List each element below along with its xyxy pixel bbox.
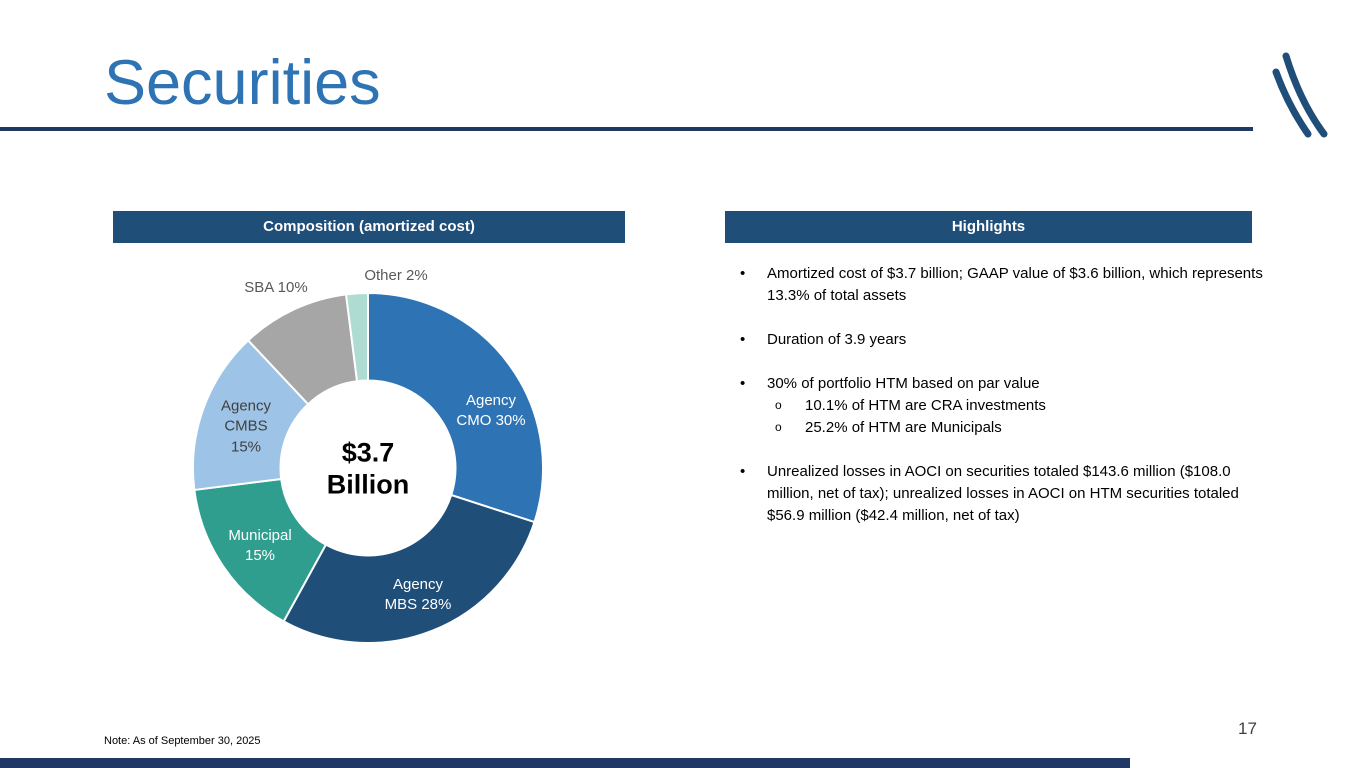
bullet-marker: • <box>740 331 746 349</box>
sub-bullet-marker: o <box>775 420 782 435</box>
sub-list-item: o 25.2% of HTM are Municipals <box>725 417 1265 439</box>
sub-bullet-list: o 10.1% of HTM are CRA investments o 25.… <box>725 395 1265 439</box>
donut-center-value: $3.7 Billion <box>326 437 410 500</box>
bullet-text: Amortized cost of $3.7 billion; GAAP val… <box>767 265 1263 305</box>
sub-list-item: o 10.1% of HTM are CRA investments <box>725 395 1265 417</box>
slice-label-sba: SBA 10% <box>244 278 308 296</box>
list-item: • 30% of portfolio HTM based on par valu… <box>725 373 1265 395</box>
sub-bullet-text: 25.2% of HTM are Municipals <box>805 419 1002 437</box>
slice-label-agency-cmo: Agency CMO 30% <box>456 391 526 429</box>
page-number: 17 <box>1238 719 1257 738</box>
sub-bullet-text: 10.1% of HTM are CRA investments <box>805 397 1046 415</box>
company-logo-icon <box>1272 52 1328 138</box>
donut-slice-agency-cmo <box>367 291 545 524</box>
title-underline <box>0 127 1253 131</box>
bullet-marker: • <box>740 265 746 282</box>
bottom-accent-bar <box>0 758 1130 768</box>
slice-label-municipal: Municipal 15% <box>228 526 292 564</box>
composition-header: Composition (amortized cost) <box>113 211 625 243</box>
donut-svg <box>191 291 545 645</box>
sub-bullet-marker: o <box>775 398 782 413</box>
donut-slice-other <box>344 291 369 383</box>
bullet-marker: • <box>740 463 746 481</box>
highlights-list: • Amortized cost of $3.7 billion; GAAP v… <box>725 263 1265 549</box>
footnote: Note: As of September 30, 2025 <box>104 735 261 747</box>
page-title: Securities <box>104 48 381 118</box>
bullet-text: Unrealized losses in AOCI on securities … <box>767 463 1239 525</box>
bullet-text: 30% of portfolio HTM based on par value <box>767 375 1040 393</box>
bullet-text: Duration of 3.9 years <box>767 331 907 349</box>
list-item: • Amortized cost of $3.7 billion; GAAP v… <box>725 263 1265 307</box>
composition-donut-chart: Agency CMO 30% Agency MBS 28% Municipal … <box>113 243 625 683</box>
highlights-header: Highlights <box>725 211 1252 243</box>
donut-slice-agency-mbs <box>282 493 536 645</box>
slice-label-agency-cmbs: Agency CMBS 15% <box>220 397 272 456</box>
list-item: • Duration of 3.9 years <box>725 329 1265 351</box>
bullet-marker: • <box>740 375 746 393</box>
list-item: • Unrealized losses in AOCI on securitie… <box>725 461 1265 527</box>
slice-label-other: Other 2% <box>364 266 428 284</box>
slice-label-agency-mbs: Agency MBS 28% <box>384 575 452 613</box>
